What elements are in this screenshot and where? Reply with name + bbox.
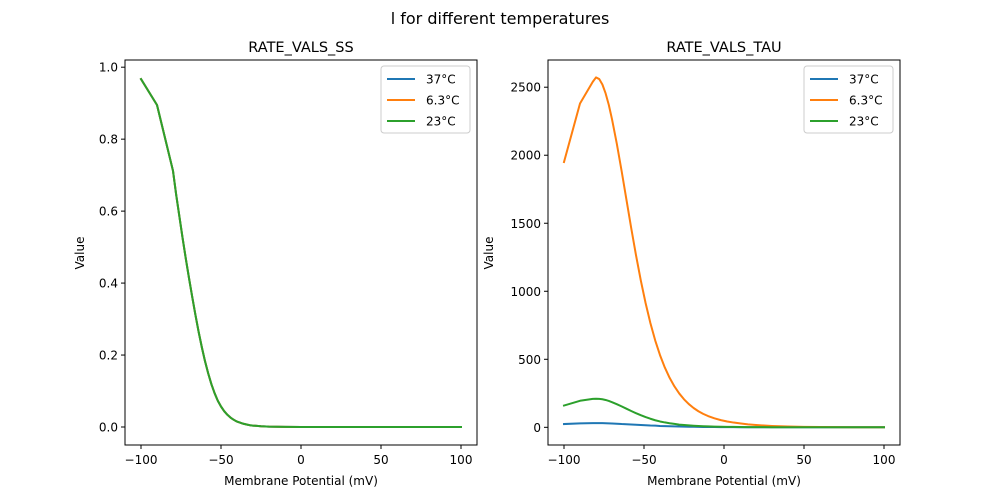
legend-label: 37°C	[849, 73, 879, 87]
legend-label: 6.3°C	[426, 94, 459, 108]
x-axis-label: Membrane Potential (mV)	[224, 474, 378, 488]
y-tick-label: 1.0	[99, 61, 118, 75]
x-tick-label: 50	[373, 453, 388, 467]
x-ticks: −100 −50 0 50 100	[125, 445, 473, 467]
x-tick-label: −100	[125, 453, 158, 467]
y-tick-label: 2000	[510, 149, 541, 163]
x-tick-label: 100	[450, 453, 473, 467]
legend-label: 37°C	[426, 73, 456, 87]
x-tick-label: 50	[796, 453, 811, 467]
y-tick-label: 0.4	[99, 277, 118, 291]
y-ticks: 0.0 0.2 0.4 0.6 0.8 1.0	[99, 61, 125, 435]
axes-title: RATE_VALS_TAU	[666, 40, 781, 56]
y-axis-label: Value	[482, 237, 496, 270]
legend: 37°C 6.3°C 23°C	[380, 65, 471, 134]
y-tick-label: 1000	[510, 285, 541, 299]
series-lines	[562, 76, 886, 429]
legend-label: 23°C	[426, 115, 456, 129]
legend-label: 6.3°C	[849, 94, 882, 108]
figure-suptitle: l for different temperatures	[391, 9, 610, 28]
axes-rate-vals-ss: RATE_VALS_SS −100 −50 0 50 100 0.00.20.40.60…	[73, 40, 478, 488]
axes-title: RATE_VALS_SS	[248, 40, 353, 56]
x-tick-label: 0	[297, 453, 305, 467]
legend-label: 23°C	[849, 115, 879, 129]
series-line-3	[139, 77, 462, 429]
axes-rate-vals-tau: RATE_VALS_TAU −100 −50 0 50 100 0 500 1000 1500…	[482, 40, 901, 488]
y-tick-label: 1500	[510, 217, 541, 231]
y-tick-label: 0.6	[99, 205, 118, 219]
x-tick-label: 0	[720, 453, 728, 467]
x-ticks: −100 −50 0 50 100	[548, 445, 896, 467]
y-tick-label: 500	[518, 353, 541, 367]
y-tick-label: 0	[533, 421, 541, 435]
x-tick-label: −50	[631, 453, 656, 467]
series-line-3	[562, 397, 885, 429]
x-tick-label: −50	[208, 453, 233, 467]
y-axis-label: Value	[73, 237, 87, 270]
x-axis-label: Membrane Potential (mV)	[647, 474, 801, 488]
x-tick-label: 100	[873, 453, 896, 467]
y-tick-label: 0.2	[99, 349, 118, 363]
y-tick-label: 0.0	[99, 421, 118, 435]
legend: 37°C 6.3°C 23°C	[803, 65, 894, 134]
series-lines	[139, 77, 462, 429]
y-tick-label: 0.8	[99, 133, 118, 147]
y-ticks: 0 500 1000 1500 2000 2500	[510, 81, 548, 435]
x-tick-label: −100	[548, 453, 581, 467]
legend-frame	[380, 65, 471, 134]
legend-frame	[803, 65, 894, 134]
y-tick-label: 2500	[510, 81, 541, 95]
series-line-2	[562, 76, 886, 429]
